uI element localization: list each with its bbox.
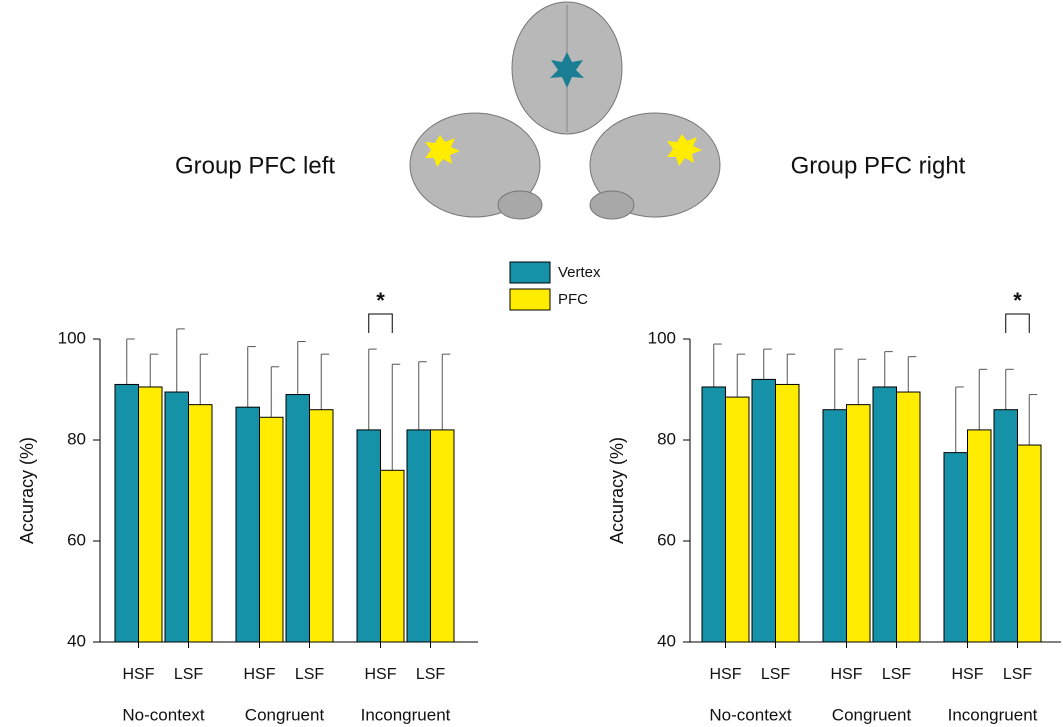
x-tick-label: HSF <box>831 666 863 683</box>
bar <box>944 453 968 642</box>
bar <box>752 379 776 642</box>
group-label: No-context <box>709 705 791 724</box>
y-tick-label: 80 <box>67 429 86 448</box>
bar <box>873 387 897 642</box>
x-tick-label: LSF <box>295 666 325 683</box>
legend-label: PFC <box>558 291 588 308</box>
x-tick-label: HSF <box>244 666 276 683</box>
bar <box>236 407 260 642</box>
bar <box>776 384 800 642</box>
bar <box>1018 445 1042 642</box>
x-tick-label: LSF <box>416 666 446 683</box>
bar <box>407 430 431 642</box>
bar <box>310 410 334 642</box>
bar <box>726 397 750 642</box>
bar <box>897 392 921 642</box>
group-label: Congruent <box>245 705 325 724</box>
bar <box>431 430 455 642</box>
bar <box>165 392 189 642</box>
bar <box>357 430 381 642</box>
y-tick-label: 100 <box>648 328 676 347</box>
cerebellum-right <box>590 191 634 219</box>
y-tick-label: 40 <box>657 631 676 650</box>
y-tick-label: 80 <box>657 429 676 448</box>
group-label: Congruent <box>832 705 912 724</box>
brain-illustration <box>410 2 720 219</box>
legend-swatch <box>510 262 550 283</box>
bar <box>189 405 213 642</box>
significance-bracket <box>1006 314 1030 333</box>
figure: Vertex PFC Group PFC left Accuracy (%) 40 6… <box>0 0 1063 727</box>
bar <box>381 470 405 642</box>
x-tick-label: HSF <box>123 666 155 683</box>
chart-title: Group PFC left <box>175 152 335 179</box>
x-tick-label: LSF <box>882 666 912 683</box>
significance-marker: * <box>1013 288 1022 313</box>
bar <box>968 430 992 642</box>
significance-marker: * <box>376 288 385 313</box>
bar <box>847 405 871 642</box>
bar <box>286 395 310 642</box>
bar <box>139 387 163 642</box>
x-tick-label: HSF <box>365 666 397 683</box>
legend-label: Vertex <box>558 264 601 281</box>
legend-swatch <box>510 289 550 310</box>
bar <box>702 387 726 642</box>
group-label: No-context <box>122 705 204 724</box>
x-tick-label: HSF <box>710 666 742 683</box>
chart-title: Group PFC right <box>791 152 966 179</box>
bar <box>115 384 139 642</box>
cerebellum-left <box>498 191 542 219</box>
significance-bracket <box>369 314 393 333</box>
y-tick-label: 60 <box>67 530 86 549</box>
y-axis-label: Accuracy (%) <box>607 437 627 544</box>
x-tick-label: LSF <box>761 666 791 683</box>
y-tick-label: 60 <box>657 530 676 549</box>
y-tick-label: 100 <box>58 328 86 347</box>
group-label: Incongruent <box>948 705 1038 724</box>
x-tick-label: LSF <box>174 666 204 683</box>
group-label: Incongruent <box>361 705 451 724</box>
x-tick-label: HSF <box>952 666 984 683</box>
y-axis-label: Accuracy (%) <box>17 437 37 544</box>
x-tick-label: LSF <box>1003 666 1033 683</box>
bar <box>260 417 284 642</box>
bar <box>994 410 1018 642</box>
legend: Vertex PFC <box>510 262 601 310</box>
y-tick-label: 40 <box>67 631 86 650</box>
bar <box>823 410 847 642</box>
